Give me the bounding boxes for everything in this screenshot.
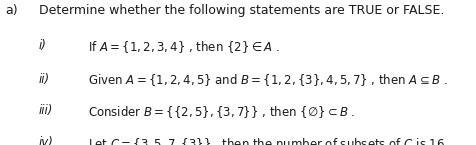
Text: iii): iii) bbox=[39, 104, 53, 117]
Text: If $A = \{1,2,3,4\}$ , then $\{2\} \in A$ .: If $A = \{1,2,3,4\}$ , then $\{2\} \in A… bbox=[88, 39, 280, 55]
Text: iv): iv) bbox=[39, 136, 54, 145]
Text: Consider $B = \{\{2,5\},\{3,7\}\}$ , then $\{\varnothing\} \subset B$ .: Consider $B = \{\{2,5\},\{3,7\}\}$ , the… bbox=[88, 104, 356, 120]
Text: i): i) bbox=[39, 39, 47, 52]
Text: a): a) bbox=[6, 4, 19, 17]
Text: Determine whether the following statements are TRUE or FALSE.: Determine whether the following statemen… bbox=[39, 4, 445, 17]
Text: Let $C = \{3,5,7,\{3\}\}$ , then the number of subsets of $C$ is 16.: Let $C = \{3,5,7,\{3\}\}$ , then the num… bbox=[88, 136, 448, 145]
Text: Given $A = \{1,2,4,5\}$ and $B = \{1,2,\{3\},4,5,7\}$ , then $A \subseteq B$ .: Given $A = \{1,2,4,5\}$ and $B = \{1,2,\… bbox=[88, 72, 447, 88]
Text: ii): ii) bbox=[39, 72, 50, 86]
